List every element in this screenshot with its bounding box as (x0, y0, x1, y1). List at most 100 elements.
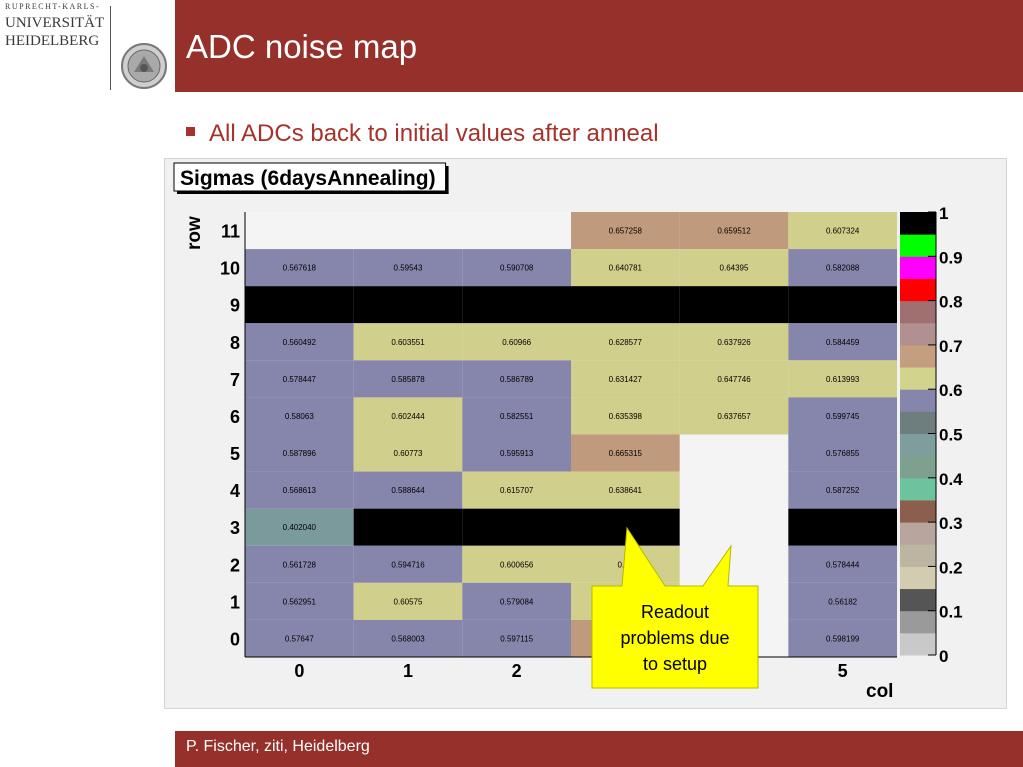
cell-value-label: 0.659512 (717, 227, 751, 236)
heatmap-cell (245, 619, 354, 657)
heatmap-cell (788, 360, 897, 398)
cell-value-label: 0.585878 (391, 375, 425, 384)
heatmap-cell (245, 434, 354, 472)
cell-value-label: 0.638641 (609, 486, 643, 495)
cell-value-label: 0.602444 (391, 412, 425, 421)
heatmap-cell (462, 286, 571, 324)
heatmap-cell (788, 582, 897, 620)
heatmap-cell (571, 471, 680, 509)
colorbar-tick-label: 0.9 (939, 248, 963, 267)
heatmap-cell (462, 249, 571, 287)
heatmap-cell (353, 434, 463, 472)
heatmap-cell (245, 360, 354, 398)
callout-line-1: Readout (641, 602, 709, 622)
bullet-square-icon (186, 127, 195, 137)
heatmap-cell (571, 397, 680, 435)
heatmap-cell (245, 286, 354, 324)
colorbar-swatch (900, 522, 936, 545)
cell-value-label: 0.599745 (826, 412, 860, 421)
x-tick-label: 1 (403, 661, 413, 681)
cell-value-label: 0.59543 (394, 264, 423, 273)
colorbar-swatch (900, 256, 936, 279)
cell-value-label: 0.582088 (826, 264, 860, 273)
colorbar-swatch (900, 455, 936, 479)
x-tick-label: 0 (294, 661, 304, 681)
cell-value-label: 0.567618 (283, 264, 317, 273)
slide-title: ADC noise map (186, 28, 418, 65)
colorbar-tick-label: 0 (939, 647, 948, 666)
logo-divider (110, 6, 111, 90)
bullet-text: All ADCs back to initial values after an… (209, 120, 659, 147)
colorbar-swatch (900, 322, 936, 346)
heatmap-cell (788, 545, 897, 583)
chart-title-frame (173, 162, 447, 192)
logo-text-line3: HEIDELBERG (5, 33, 100, 49)
heatmap-cell (571, 212, 680, 250)
colorbar-swatch (900, 632, 936, 656)
heatmap-cell (353, 286, 463, 324)
heatmap-cell (788, 286, 897, 324)
university-logo: RUPRECHT-KARLS- UNIVERSITÄT HEIDELBERG (0, 0, 175, 92)
colorbar-swatch (900, 610, 936, 634)
heatmap-cell (245, 582, 354, 620)
cell-value-label: 0.615707 (500, 486, 534, 495)
colorbar-tick-label: 0.3 (939, 514, 963, 533)
cell-value-label: 0.568613 (283, 486, 317, 495)
colorbar-swatch (900, 411, 936, 434)
heatmap-cell (353, 397, 463, 435)
cell-value-label: 0.57647 (285, 634, 314, 643)
heatmap-cell (788, 323, 897, 361)
heatmap-cell (571, 508, 680, 546)
colorbar-swatch (900, 278, 936, 302)
cell-value-label: 0.561728 (283, 560, 317, 569)
heatmap-cell (462, 434, 571, 472)
cell-value-label: 0.402040 (283, 523, 317, 532)
cell-value-label: 0.657258 (609, 227, 643, 236)
cell-value-label: 0.60773 (394, 449, 423, 458)
heatmap-cell (245, 397, 354, 435)
cell-value-label: 0.597115 (500, 634, 533, 643)
heatmap-cell (788, 619, 897, 657)
cell-value-label: 0.587252 (826, 486, 860, 495)
heatmap-cell (788, 434, 897, 472)
y-tick-label: 9 (230, 296, 240, 316)
colorbar-tick-label: 0.8 (939, 293, 963, 312)
university-seal-icon (121, 43, 167, 89)
chart-title-box (173, 162, 449, 194)
colorbar-tick-label: 1 (939, 204, 948, 223)
colorbar-tick-label: 0.7 (939, 337, 963, 356)
x-axis-label: col (866, 681, 893, 702)
colorbar-swatch (900, 477, 936, 501)
heatmap-cell (353, 545, 463, 583)
cell-value-label: 0.635398 (609, 412, 643, 421)
heatmap-cell (462, 545, 571, 583)
heatmap-cell (462, 619, 571, 657)
cell-value-label: 0.595913 (500, 449, 534, 458)
cell-value-label: 0.582551 (500, 412, 534, 421)
cell-value-label: 0.588644 (391, 486, 425, 495)
heatmap-cell (353, 360, 463, 398)
heatmap-cell (679, 360, 789, 398)
heatmap-cell (353, 508, 463, 546)
colorbar-swatch (900, 212, 936, 235)
y-axis-label: row (184, 216, 205, 250)
cell-value-label: 0.584459 (826, 338, 860, 347)
heatmap-cell (788, 212, 897, 250)
cell-value-label: 0.607324 (826, 227, 860, 236)
cell-value-label: 0.576855 (826, 449, 860, 458)
cell-value-label: 0.631427 (609, 375, 643, 384)
heatmap-cell (571, 360, 680, 398)
heatmap-cell (462, 323, 571, 361)
y-tick-label: 11 (221, 222, 240, 242)
colorbar-swatch (900, 300, 936, 324)
cell-value-label: 0.647746 (717, 375, 751, 384)
heatmap-cell (462, 508, 571, 546)
cell-value-label: 0.637926 (717, 338, 751, 347)
heatmap-cell (353, 471, 463, 509)
cell-value-label: 0.598199 (826, 634, 860, 643)
colorbar-tick-label: 0.4 (939, 470, 963, 489)
heatmap-cell (788, 508, 897, 546)
heatmap-cell (462, 582, 571, 620)
chart-title-shadow (177, 191, 449, 194)
